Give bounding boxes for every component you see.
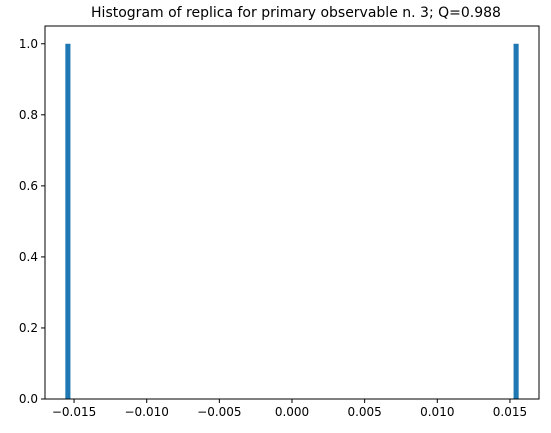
y-tick-label-3: 0.4 — [19, 250, 38, 264]
x-tick-label-4: 0.000 — [275, 405, 309, 419]
y-tick-label-5: 0.8 — [19, 108, 38, 122]
x-tick-label-3: −0.005 — [197, 405, 241, 419]
x-tick-label-7: 0.015 — [493, 405, 527, 419]
x-tick-label-5: 0.005 — [347, 405, 381, 419]
axes-frame — [44, 25, 540, 400]
x-tick-label-6: 0.010 — [420, 405, 454, 419]
y-tick-label-1: 0.0 — [19, 392, 38, 406]
x-axis: −0.015 −0.010 −0.005 0.000 0.005 0.010 0.015 — [52, 399, 527, 419]
histogram-bar-2 — [513, 43, 519, 400]
y-tick-label-6: 1.0 — [19, 37, 38, 51]
x-tick-label-2: −0.010 — [124, 405, 168, 419]
y-axis: 0.0 0.2 0.4 0.6 0.8 1.0 — [19, 37, 45, 406]
y-tick-label-2: 0.2 — [19, 321, 38, 335]
x-tick-label-1: −0.015 — [52, 405, 96, 419]
chart-title: Histogram of replica for primary observa… — [91, 5, 501, 21]
y-tick-label-4: 0.6 — [19, 179, 38, 193]
plot-area — [65, 43, 519, 400]
histogram-bar-1 — [65, 43, 71, 400]
